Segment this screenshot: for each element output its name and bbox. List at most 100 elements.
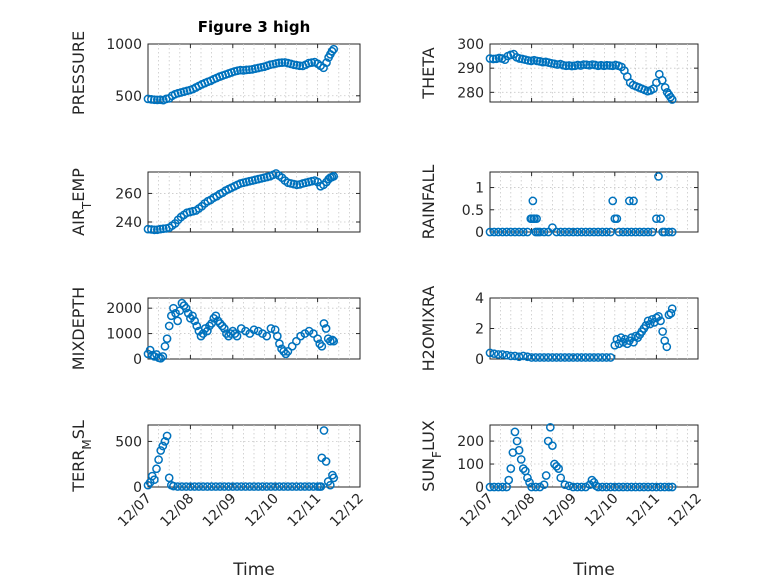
data-point [581, 227, 591, 237]
data-point [514, 227, 524, 237]
data-point [190, 316, 199, 326]
data-point [287, 341, 297, 351]
data-point [485, 54, 495, 63]
data-point [654, 311, 663, 321]
y-axis-label: THETA [419, 47, 438, 99]
y-tick-label: 2 [475, 322, 484, 338]
data-point [510, 351, 520, 361]
data-point [156, 353, 166, 363]
data-point [319, 319, 329, 328]
data-point [219, 482, 229, 491]
data-point [228, 482, 238, 491]
data-point [155, 95, 165, 105]
y-tick-label: 290 [457, 61, 484, 77]
data-point [493, 482, 503, 492]
data-point [502, 227, 511, 237]
data-point [300, 329, 310, 338]
data-point [535, 482, 545, 492]
data-point [602, 482, 611, 492]
data-point [667, 227, 677, 237]
data-point [552, 227, 561, 237]
data-point [629, 196, 638, 206]
data-point [543, 353, 553, 362]
subplot-h2omixra: 0 2 4 H2OMIXRA [419, 286, 699, 372]
data-point [207, 482, 216, 491]
data-point [602, 353, 611, 362]
data-point [541, 471, 551, 480]
data-point [198, 482, 208, 491]
subplot-mixdepth: 0 1000 2000 MIXDEPTH [69, 287, 361, 370]
data-point [186, 313, 195, 323]
data-point [143, 94, 153, 104]
series-markers [143, 169, 339, 235]
y-tick-label: 1000 [106, 37, 142, 53]
data-point [647, 227, 657, 237]
data-point [531, 482, 541, 492]
data-point [162, 431, 172, 441]
data-point [304, 482, 314, 491]
y-axis-label: H2OMIXRA [419, 286, 438, 372]
data-point [274, 58, 284, 68]
data-point [548, 353, 557, 362]
data-point [523, 473, 532, 483]
data-point [652, 482, 661, 492]
data-point [606, 482, 615, 492]
y-axis-label-subscript: F [430, 451, 444, 458]
data-point [523, 352, 532, 362]
y-tick-label: 2000 [106, 301, 142, 317]
subplot-air_temp: 240 260 AIRTEMP [69, 168, 361, 236]
data-point [489, 482, 499, 492]
subplot-theta: 280 290 300 THETA [419, 37, 699, 104]
data-point [485, 227, 495, 237]
data-point [253, 326, 263, 336]
data-point [506, 351, 516, 361]
data-point [625, 196, 634, 206]
data-point [568, 227, 578, 237]
data-point [539, 480, 549, 490]
data-point [292, 336, 301, 346]
chart-title: Figure 3 high [198, 18, 311, 36]
data-point [666, 308, 676, 318]
data-point [552, 461, 561, 471]
data-point [316, 482, 326, 491]
data-point [618, 227, 628, 237]
data-point [627, 227, 636, 237]
data-point [568, 353, 578, 362]
data-point [489, 349, 499, 359]
data-point [523, 227, 532, 237]
y-axis-label-part: TERR [69, 450, 88, 493]
data-point [589, 353, 599, 362]
data-point [171, 308, 180, 318]
data-point [585, 227, 595, 237]
data-point [639, 482, 649, 492]
data-point [622, 227, 632, 237]
data-point [502, 350, 511, 360]
series-markers [485, 304, 677, 362]
data-point [554, 464, 563, 473]
data-point [579, 60, 588, 69]
data-point [325, 480, 335, 490]
data-point [266, 482, 276, 491]
data-point [564, 353, 574, 362]
data-point [667, 482, 677, 492]
data-point [545, 422, 555, 432]
series-markers [485, 172, 677, 237]
data-point [597, 227, 607, 237]
data-point [329, 473, 339, 483]
data-point [295, 61, 305, 71]
data-point [614, 227, 624, 237]
data-point [506, 464, 516, 473]
data-point [188, 311, 197, 321]
data-point [560, 227, 570, 237]
data-point [158, 352, 168, 361]
data-point [518, 464, 528, 473]
y-axis-label-part: SL [69, 420, 88, 439]
data-point [281, 349, 291, 359]
data-point [313, 334, 322, 344]
y-axis-label: AIRTEMP [69, 168, 94, 236]
data-point [614, 482, 624, 492]
data-point [279, 482, 289, 491]
data-point [643, 482, 653, 492]
data-point [618, 482, 628, 492]
data-point [577, 227, 586, 237]
